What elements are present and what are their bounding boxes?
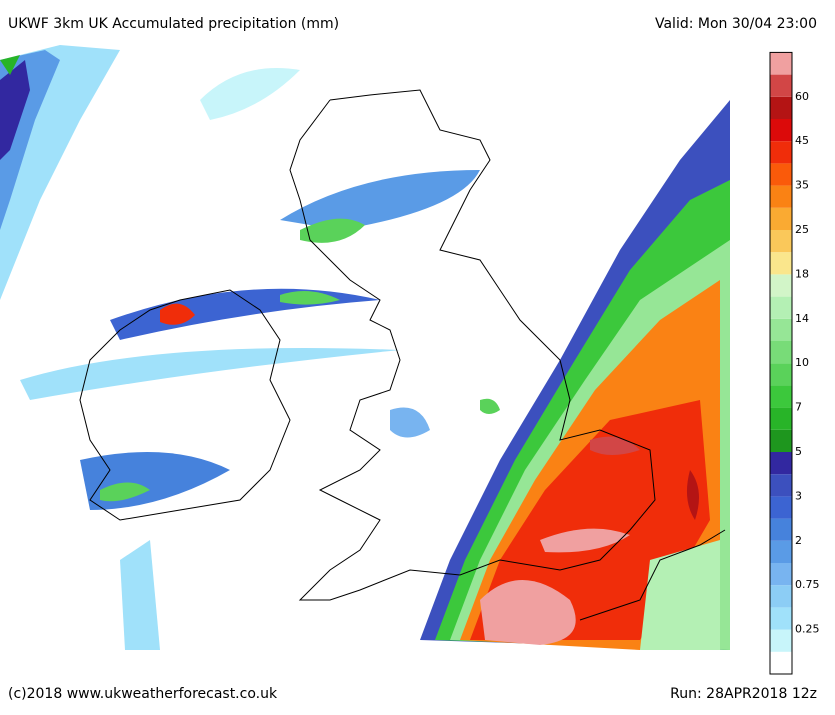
colorbar-segment — [770, 252, 792, 275]
valid-time: Valid: Mon 30/04 23:00 — [654, 16, 817, 32]
copyright: (c)2018 www.ukweatherforecast.co.uk — [8, 686, 278, 702]
colorbar-label: 2 — [795, 534, 802, 547]
colorbar-segment — [770, 607, 792, 630]
colorbar-label: 10 — [795, 356, 809, 369]
colorbar-segment — [770, 207, 792, 230]
colorbar-segment — [770, 74, 792, 97]
colorbar-label: 35 — [795, 179, 809, 192]
colorbar-segment — [770, 563, 792, 586]
colorbar-frame — [769, 51, 793, 675]
colorbar-label: 18 — [795, 267, 809, 280]
colorbar-segment — [770, 585, 792, 608]
colorbar-label: 3 — [795, 489, 802, 502]
colorbar-segment — [770, 429, 792, 452]
colorbar-label: 0.25 — [795, 623, 820, 636]
colorbar-segment — [770, 629, 792, 652]
colorbar-segment — [770, 274, 792, 297]
colorbar-segment — [770, 363, 792, 386]
colorbar-label: 45 — [795, 134, 809, 147]
colorbar-segment — [770, 52, 792, 75]
colorbar-segment — [770, 163, 792, 186]
colorbar-segment — [770, 496, 792, 519]
colorbar-segment — [770, 96, 792, 119]
colorbar-segment — [770, 474, 792, 497]
run-time: Run: 28APR2018 12z — [670, 686, 817, 702]
colorbar-segment — [770, 452, 792, 475]
colorbar-label: 7 — [795, 401, 802, 414]
colorbar-segment — [770, 318, 792, 341]
coastline — [79, 89, 726, 621]
colorbar-segment — [770, 651, 792, 674]
colorbar-segment — [770, 385, 792, 408]
colorbar-segment — [770, 141, 792, 164]
colorbar-segment — [770, 540, 792, 563]
colorbar-segment — [770, 119, 792, 142]
map-title: UKWF 3km UK Accumulated precipitation (m… — [8, 16, 340, 32]
precipitation-field — [0, 45, 730, 650]
colorbar-segment — [770, 230, 792, 253]
colorbar-label: 0.75 — [795, 578, 820, 591]
colorbar-label: 60 — [795, 90, 809, 103]
colorbar-segment — [770, 185, 792, 208]
colorbar-label: 14 — [795, 312, 809, 325]
colorbar-segment — [770, 518, 792, 541]
colorbar-label: 5 — [795, 445, 802, 458]
colorbar-segment — [770, 407, 792, 430]
colorbar-segment — [770, 341, 792, 364]
colorbar-segment — [770, 296, 792, 319]
colorbar-label: 25 — [795, 223, 809, 236]
